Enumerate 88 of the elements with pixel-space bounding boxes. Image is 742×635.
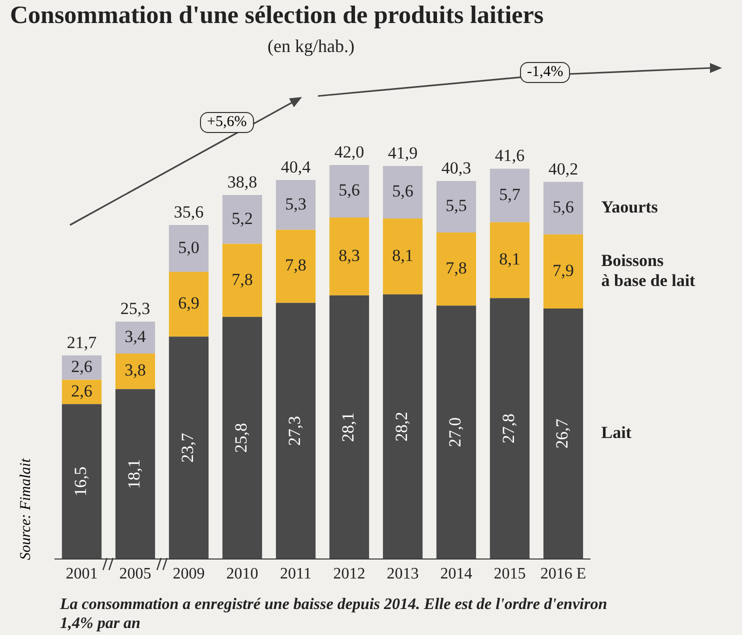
bar bbox=[115, 389, 156, 559]
data-label: 5,6 bbox=[552, 198, 574, 217]
data-label: 7,8 bbox=[446, 258, 467, 278]
data-label: 7,8 bbox=[285, 256, 306, 275]
total-label: 40,2 bbox=[548, 159, 578, 178]
bar bbox=[329, 165, 370, 218]
series-label: Boissons à base de lait bbox=[601, 250, 696, 290]
total-label: 35,6 bbox=[174, 202, 204, 222]
x-tick-label: 2016 E bbox=[540, 566, 586, 583]
x-tick-label: 2014 bbox=[440, 566, 472, 583]
chart-subtitle: (en kg/hab.) bbox=[266, 36, 356, 57]
x-tick-label: 2011 bbox=[280, 566, 312, 583]
bar bbox=[382, 294, 423, 559]
data-label: 8,1 bbox=[499, 250, 520, 269]
series-label: Lait bbox=[601, 423, 632, 442]
data-label: 7,8 bbox=[232, 270, 253, 289]
x-tick-label: 2009 bbox=[172, 566, 205, 583]
bar bbox=[168, 225, 209, 272]
bar bbox=[329, 295, 370, 559]
bar bbox=[62, 380, 102, 404]
bar bbox=[436, 306, 476, 559]
bar bbox=[222, 195, 262, 244]
text: La consommation a enregistré une baisse depuis 2014. Elle est de l'ordre d'environ 1,4% par an bbox=[60, 595, 608, 633]
data-label: 5,5 bbox=[446, 196, 467, 216]
total-label: 40,4 bbox=[280, 157, 312, 176]
bar bbox=[382, 166, 423, 218]
data-label: 8,3 bbox=[338, 246, 360, 265]
bar bbox=[115, 353, 156, 390]
data-label: 2,6 bbox=[71, 381, 92, 400]
data-label: 5,0 bbox=[178, 238, 200, 257]
bar bbox=[436, 180, 476, 233]
data-label: 27,0 bbox=[446, 417, 465, 448]
data-label: 6,9 bbox=[178, 294, 200, 313]
data-label: 7,9 bbox=[552, 260, 574, 280]
text: -1,4% bbox=[520, 62, 570, 83]
bar bbox=[382, 218, 423, 294]
total-label: 41,6 bbox=[494, 146, 525, 166]
total-label: 25,3 bbox=[120, 299, 150, 318]
data-label: 28,2 bbox=[392, 412, 412, 442]
bar bbox=[436, 232, 476, 306]
data-label: 3,4 bbox=[124, 326, 146, 346]
data-label: 8,1 bbox=[392, 246, 414, 265]
x-tick-label: 2005 bbox=[119, 566, 152, 583]
series-label: Yaourts bbox=[601, 198, 658, 217]
bar bbox=[276, 180, 316, 230]
data-label: 3,8 bbox=[124, 360, 146, 380]
bar bbox=[276, 302, 316, 559]
bar bbox=[490, 298, 530, 559]
total-label: 42,0 bbox=[334, 142, 364, 162]
bar bbox=[329, 218, 370, 296]
data-label: 5,2 bbox=[232, 208, 253, 228]
bar bbox=[168, 336, 209, 559]
data-label: 23,7 bbox=[178, 432, 198, 463]
data-label: 5,3 bbox=[285, 194, 306, 214]
bar bbox=[543, 308, 584, 559]
x-tick-label: 2010 bbox=[226, 566, 258, 583]
total-label: 40,3 bbox=[441, 158, 472, 178]
bar bbox=[115, 322, 156, 354]
data-label: 5,7 bbox=[499, 184, 521, 204]
bar bbox=[222, 244, 262, 317]
data-label: 27,8 bbox=[499, 414, 518, 444]
x-tick-label: 2012 bbox=[333, 566, 366, 583]
bar bbox=[168, 272, 209, 337]
total-label: 38,8 bbox=[227, 172, 258, 192]
total-label: 41,9 bbox=[388, 143, 418, 162]
source-note: Source: Fimalait bbox=[18, 458, 35, 560]
bar bbox=[276, 230, 316, 303]
bar bbox=[490, 168, 530, 222]
bar bbox=[222, 316, 262, 559]
data-label: 5,6 bbox=[392, 182, 414, 201]
data-label: 2,6 bbox=[71, 357, 92, 376]
data-label: 5,6 bbox=[338, 180, 360, 200]
x-tick-label: 2015 bbox=[494, 566, 526, 583]
x-tick-label: 2013 bbox=[386, 566, 419, 583]
chart-title: Consommation d'une sélection de produits laitiers bbox=[10, 2, 544, 30]
bar bbox=[543, 182, 584, 234]
bar bbox=[62, 404, 102, 559]
x-tick-label: 2001 bbox=[66, 566, 98, 583]
data-label: 25,8 bbox=[232, 422, 251, 453]
bar bbox=[543, 234, 584, 308]
data-label: 28,1 bbox=[338, 412, 358, 442]
text: +5,6% bbox=[200, 112, 254, 133]
data-label: 18,1 bbox=[124, 459, 144, 489]
data-label: 27,3 bbox=[285, 416, 304, 446]
data-label: 16,5 bbox=[71, 466, 90, 496]
total-label: 21,7 bbox=[66, 332, 98, 352]
data-label: 26,7 bbox=[552, 418, 572, 449]
bar bbox=[490, 222, 530, 298]
